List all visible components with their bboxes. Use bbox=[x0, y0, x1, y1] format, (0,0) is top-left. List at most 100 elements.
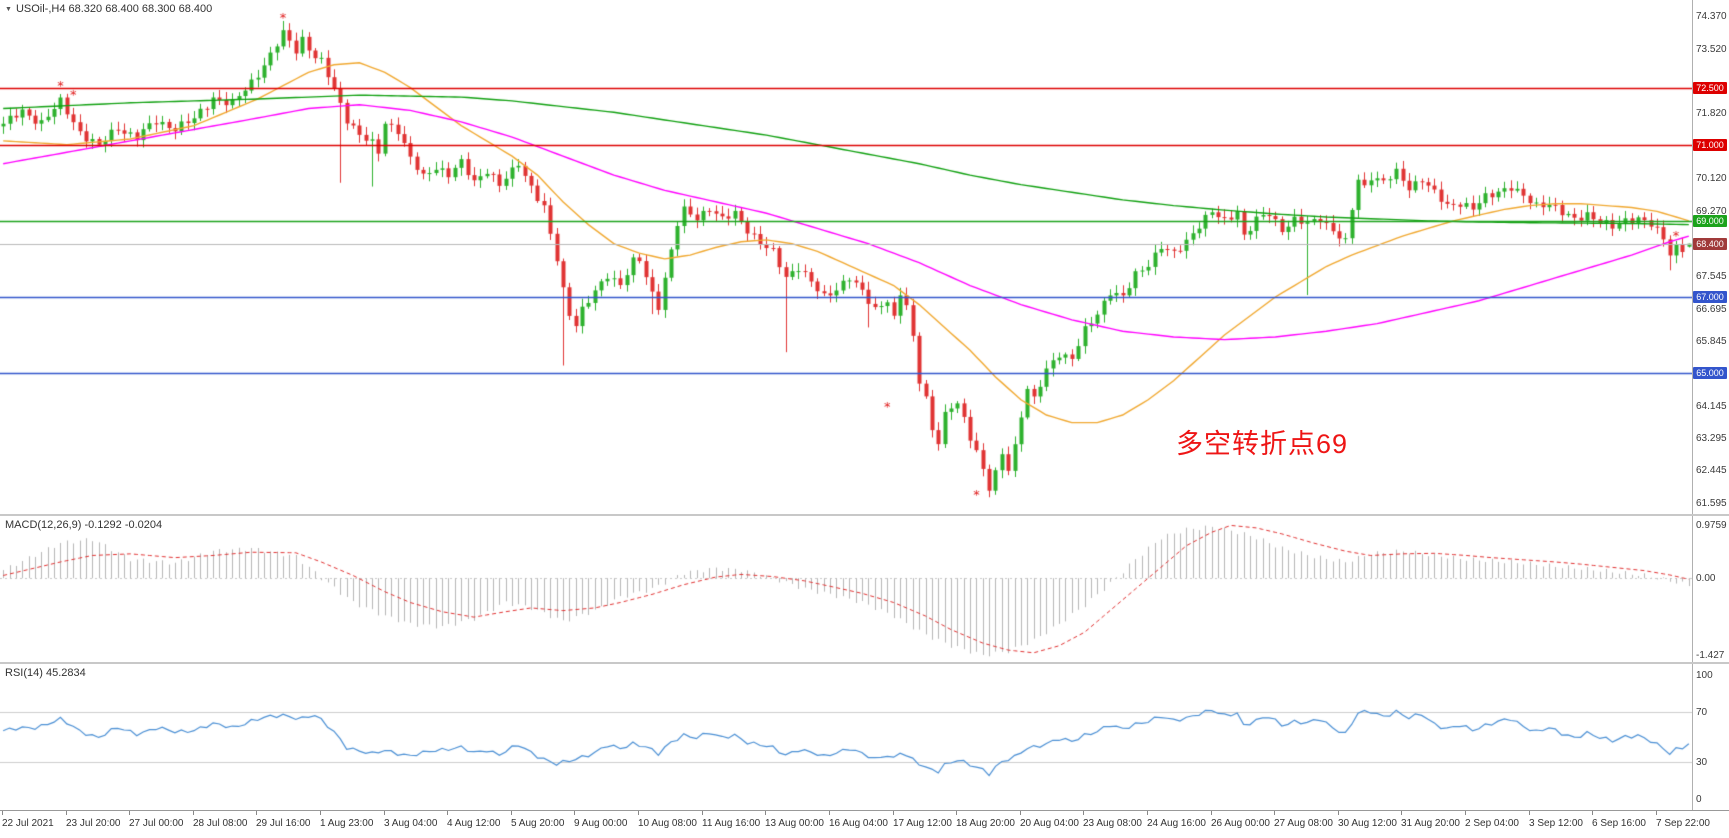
macd-scale-label: 0.9759 bbox=[1696, 520, 1727, 532]
price-axis-label: 62.445 bbox=[1696, 465, 1727, 477]
time-axis-tick bbox=[1656, 811, 1657, 815]
time-axis-tick bbox=[511, 811, 512, 815]
time-axis-tick bbox=[1274, 811, 1275, 815]
price-line-tag-65.000[interactable]: 65.000 bbox=[1693, 367, 1727, 380]
time-axis-tick bbox=[1465, 811, 1466, 815]
time-axis-label: 27 Aug 08:00 bbox=[1274, 818, 1333, 829]
time-axis-tick bbox=[893, 811, 894, 815]
time-axis-label: 28 Jul 08:00 bbox=[193, 818, 248, 829]
time-axis-label: 20 Aug 04:00 bbox=[1020, 818, 1079, 829]
panel-splitter[interactable] bbox=[0, 662, 1729, 664]
rsi-panel: RSI(14) 45.2834 100 70 30 0 bbox=[0, 664, 1729, 810]
price-axis-label: 70.120 bbox=[1696, 173, 1727, 185]
panel-splitter[interactable] bbox=[0, 514, 1729, 516]
time-axis-tick bbox=[1211, 811, 1212, 815]
main-chart-plot: ▼ USOil-,H4 68.320 68.400 68.300 68.400 多… bbox=[0, 0, 1692, 514]
time-axis-tick bbox=[320, 811, 321, 815]
time-axis-tick bbox=[1083, 811, 1084, 815]
macd-plot: MACD(12,26,9) -0.1292 -0.0204 bbox=[0, 516, 1692, 662]
main-chart-panel: ▼ USOil-,H4 68.320 68.400 68.300 68.400 多… bbox=[0, 0, 1729, 514]
macd-canvas[interactable] bbox=[0, 516, 1692, 662]
price-line-tag-69.000[interactable]: 69.000 bbox=[1693, 214, 1727, 227]
time-axis-label: 9 Aug 00:00 bbox=[574, 818, 628, 829]
time-axis-label: 3 Sep 12:00 bbox=[1529, 818, 1583, 829]
time-axis-label: 18 Aug 20:00 bbox=[956, 818, 1015, 829]
rsi-scale-label: 100 bbox=[1696, 670, 1713, 682]
time-axis-label: 27 Jul 00:00 bbox=[129, 818, 184, 829]
time-axis-label: 17 Aug 12:00 bbox=[893, 818, 952, 829]
time-axis-tick bbox=[256, 811, 257, 815]
chart-symbol-title: ▼ USOil-,H4 68.320 68.400 68.300 68.400 bbox=[5, 3, 212, 15]
time-axis-label: 23 Aug 08:00 bbox=[1083, 818, 1142, 829]
time-axis-label: 26 Aug 00:00 bbox=[1211, 818, 1270, 829]
macd-label: MACD(12,26,9) -0.1292 -0.0204 bbox=[5, 519, 163, 531]
time-axis-tick bbox=[1592, 811, 1593, 815]
time-axis-label: 2 Sep 04:00 bbox=[1465, 818, 1519, 829]
time-axis-label: 29 Jul 16:00 bbox=[256, 818, 311, 829]
rsi-plot: RSI(14) 45.2834 bbox=[0, 664, 1692, 810]
rsi-scale-label: 70 bbox=[1696, 707, 1708, 719]
price-axis-label: 74.370 bbox=[1696, 11, 1727, 23]
time-axis-label: 5 Aug 20:00 bbox=[511, 818, 565, 829]
price-line-tag-71.000[interactable]: 71.000 bbox=[1693, 138, 1727, 151]
rsi-axis[interactable]: 100 70 30 0 bbox=[1692, 664, 1729, 810]
time-axis-tick bbox=[384, 811, 385, 815]
chart-annotation[interactable]: 多空转折点69 bbox=[1176, 429, 1349, 459]
time-axis-label: 4 Aug 12:00 bbox=[447, 818, 501, 829]
macd-scale-label: 0.00 bbox=[1696, 573, 1716, 585]
time-axis-label: 24 Aug 16:00 bbox=[1147, 818, 1206, 829]
price-axis-label: 65.845 bbox=[1696, 335, 1727, 347]
time-axis-tick bbox=[1529, 811, 1530, 815]
time-axis-tick bbox=[574, 811, 575, 815]
price-line-tag-67.000[interactable]: 67.000 bbox=[1693, 290, 1727, 303]
price-axis-label: 71.820 bbox=[1696, 108, 1727, 120]
rsi-label: RSI(14) 45.2834 bbox=[5, 667, 86, 679]
price-line-tag-72.500[interactable]: 72.500 bbox=[1693, 81, 1727, 94]
price-axis-label: 63.295 bbox=[1696, 433, 1727, 445]
time-axis-tick bbox=[2, 811, 3, 815]
rsi-canvas[interactable] bbox=[0, 664, 1692, 810]
time-axis-label: 3 Aug 04:00 bbox=[384, 818, 438, 829]
time-axis-tick bbox=[447, 811, 448, 815]
macd-panel: MACD(12,26,9) -0.1292 -0.0204 0.9759 0.00… bbox=[0, 516, 1729, 662]
time-axis-tick bbox=[702, 811, 703, 815]
time-axis-label: 30 Aug 12:00 bbox=[1338, 818, 1397, 829]
time-axis-label: 7 Sep 22:00 bbox=[1656, 818, 1710, 829]
time-axis-tick bbox=[1338, 811, 1339, 815]
price-axis-label: 67.545 bbox=[1696, 271, 1727, 283]
price-axis-label: 61.595 bbox=[1696, 497, 1727, 509]
symbol-ohlc-text: USOil-,H4 68.320 68.400 68.300 68.400 bbox=[15, 3, 213, 15]
price-axis[interactable]: 74.370 73.520 71.820 70.120 69.270 67.545 66.6… bbox=[1692, 0, 1729, 514]
macd-axis[interactable]: 0.9759 0.00 -1.427 bbox=[1692, 516, 1729, 662]
time-axis-label: 22 Jul 2021 bbox=[2, 818, 54, 829]
time-axis-tick bbox=[638, 811, 639, 815]
main-chart-canvas[interactable] bbox=[0, 0, 1692, 514]
time-axis-tick bbox=[1020, 811, 1021, 815]
time-axis-tick bbox=[765, 811, 766, 815]
time-axis-label: 10 Aug 08:00 bbox=[638, 818, 697, 829]
price-axis-label: 73.520 bbox=[1696, 43, 1727, 55]
time-axis-tick bbox=[193, 811, 194, 815]
rsi-scale-label: 30 bbox=[1696, 756, 1708, 768]
time-axis[interactable]: 22 Jul 2021 23 Jul 20:00 27 Jul 00:00 28 Ju… bbox=[0, 810, 1729, 838]
symbol-dropdown-icon[interactable]: ▼ bbox=[5, 6, 12, 13]
time-axis-tick bbox=[1147, 811, 1148, 815]
time-axis-tick bbox=[129, 811, 130, 815]
time-axis-label: 13 Aug 00:00 bbox=[765, 818, 824, 829]
price-axis-label: 66.695 bbox=[1696, 303, 1727, 315]
time-axis-label: 23 Jul 20:00 bbox=[66, 818, 121, 829]
time-axis-tick bbox=[956, 811, 957, 815]
time-axis-label: 31 Aug 20:00 bbox=[1401, 818, 1460, 829]
price-line-tag-68.400[interactable]: 68.400 bbox=[1693, 237, 1727, 250]
time-axis-tick bbox=[1401, 811, 1402, 815]
time-axis-label: 1 Aug 23:00 bbox=[320, 818, 374, 829]
time-axis-tick bbox=[829, 811, 830, 815]
time-axis-label: 6 Sep 16:00 bbox=[1592, 818, 1646, 829]
price-axis-label: 64.145 bbox=[1696, 400, 1727, 412]
time-axis-label: 11 Aug 16:00 bbox=[702, 818, 761, 829]
macd-scale-label: -1.427 bbox=[1696, 650, 1725, 662]
time-axis-tick bbox=[66, 811, 67, 815]
time-axis-label: 16 Aug 04:00 bbox=[829, 818, 888, 829]
rsi-scale-label: 0 bbox=[1696, 793, 1702, 805]
